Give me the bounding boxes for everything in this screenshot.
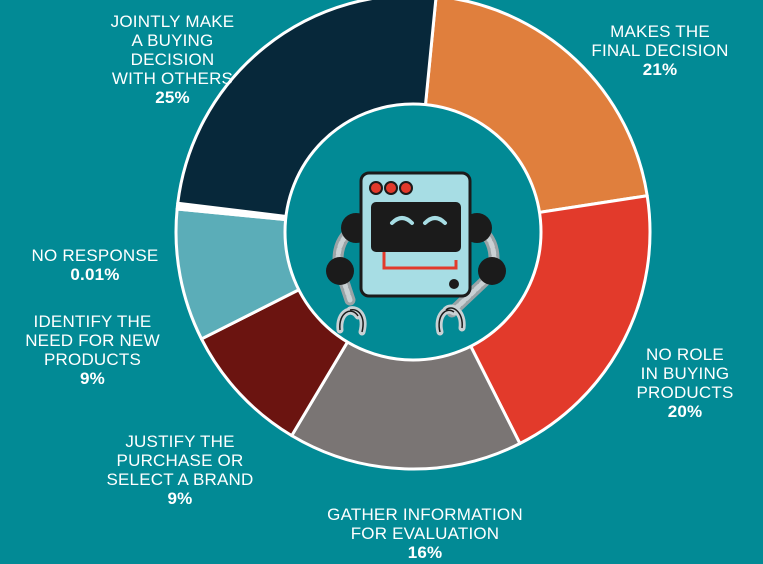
label-jointly-text: WITH OTHERS: [111, 69, 234, 88]
label-final-value: 21%: [642, 60, 678, 79]
label-justify-text: PURCHASE OR: [116, 451, 244, 470]
label-norole-text: PRODUCTS: [636, 383, 734, 402]
label-norole-value: 20%: [667, 402, 703, 421]
label-identify-value: 9%: [80, 369, 105, 388]
label-noresp-value: 0.01%: [70, 265, 120, 284]
label-justify-text: SELECT A BRAND: [106, 470, 254, 489]
label-gather-text: GATHER INFORMATION: [327, 505, 523, 524]
label-jointly-text: JOINTLY MAKE: [110, 12, 235, 31]
label-justify-text: JUSTIFY THE: [125, 432, 235, 451]
label-jointly-text: DECISION: [130, 50, 215, 69]
label-gather: GATHER INFORMATION FOR EVALUATION 16%: [290, 505, 560, 562]
label-jointly-text: A BUYING: [131, 31, 214, 50]
label-norole: NO ROLE IN BUYING PRODUCTS 20%: [610, 345, 760, 421]
label-final-text: FINAL DECISION: [591, 41, 729, 60]
label-justify-value: 9%: [167, 489, 193, 508]
label-gather-value: 16%: [407, 543, 443, 562]
label-noresp-text: NO RESPONSE: [31, 246, 159, 265]
label-norole-text: NO ROLE: [646, 345, 724, 364]
label-identify-text: IDENTIFY THE: [33, 312, 152, 331]
label-justify: JUSTIFY THE PURCHASE OR SELECT A BRAND 9%: [80, 432, 280, 508]
label-final-text: MAKES THE: [610, 22, 710, 41]
label-identify-text: PRODUCTS: [44, 350, 141, 369]
label-norole-text: IN BUYING: [640, 364, 730, 383]
label-final: MAKES THE FINAL DECISION 21%: [560, 22, 760, 79]
label-identify: IDENTIFY THE NEED FOR NEW PRODUCTS 9%: [0, 312, 185, 388]
robot-icon: [326, 171, 506, 336]
label-gather-text: FOR EVALUATION: [350, 524, 500, 543]
label-noresp: NO RESPONSE 0.01%: [15, 246, 175, 284]
label-jointly: JOINTLY MAKE A BUYING DECISION WITH OTHERS 2…: [85, 12, 260, 107]
label-identify-text: NEED FOR NEW: [25, 331, 160, 350]
label-jointly-value: 25%: [155, 88, 190, 107]
